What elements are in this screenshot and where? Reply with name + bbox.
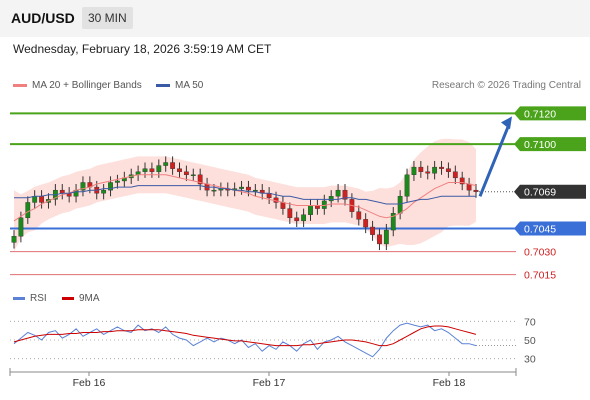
level-label: 0.7015 bbox=[524, 270, 556, 282]
candle-body bbox=[411, 166, 417, 175]
candle-body bbox=[239, 186, 244, 189]
candle-body bbox=[439, 166, 444, 169]
candle-body bbox=[363, 219, 369, 228]
candle-body bbox=[335, 189, 341, 197]
candle-body bbox=[101, 189, 107, 194]
candle-body bbox=[377, 234, 382, 245]
rsi-ma-swatch bbox=[62, 296, 74, 300]
rsi-ma-legend-label: 9MA bbox=[79, 293, 100, 304]
candle-body bbox=[459, 177, 465, 185]
candle-body bbox=[342, 189, 348, 200]
candle-body bbox=[383, 229, 389, 245]
level-label: 0.7045 bbox=[524, 224, 556, 236]
candle-body bbox=[294, 217, 300, 222]
level-label: 0.7030 bbox=[524, 247, 556, 259]
datetime-label: Wednesday, February 18, 2026 3:59:19 AM … bbox=[13, 42, 272, 56]
rsi-legend-label: RSI bbox=[30, 293, 47, 304]
rsi-tick-label: 50 bbox=[524, 335, 536, 347]
candle-body bbox=[466, 183, 472, 191]
rsi-tick-label: 30 bbox=[524, 354, 536, 366]
candle-body bbox=[108, 182, 113, 191]
candle-body bbox=[177, 168, 182, 172]
candle-body bbox=[287, 208, 293, 219]
candle-body bbox=[197, 174, 203, 185]
candle-body bbox=[156, 165, 162, 172]
candle-body bbox=[432, 166, 438, 174]
candle-body bbox=[452, 171, 458, 179]
candle-body bbox=[280, 202, 286, 209]
ma50-swatch bbox=[156, 83, 170, 87]
candle-body bbox=[246, 186, 251, 191]
level-tag bbox=[514, 184, 586, 199]
candle-body bbox=[80, 182, 86, 191]
time-tick-label: Feb 18 bbox=[433, 377, 466, 389]
ma20-line bbox=[13, 174, 477, 222]
candle-body bbox=[308, 205, 313, 215]
candle-body bbox=[11, 236, 17, 243]
rsi-tick-label: 70 bbox=[524, 316, 536, 328]
level-label: 0.7120 bbox=[524, 108, 556, 120]
candle-body bbox=[32, 196, 38, 203]
candle-body bbox=[18, 217, 24, 237]
rsi-swatch bbox=[13, 296, 25, 300]
projection-arrow bbox=[478, 123, 511, 197]
candle-body bbox=[115, 180, 120, 183]
candle-body bbox=[170, 162, 175, 169]
candle-body bbox=[39, 196, 44, 203]
bollinger-band bbox=[14, 138, 476, 252]
candle-body bbox=[397, 196, 403, 214]
candle-body bbox=[183, 171, 189, 175]
ma20-legend-label: MA 20 + Bollinger Bands bbox=[32, 80, 142, 91]
candle-body bbox=[163, 162, 169, 166]
rsi-legend: RSI bbox=[13, 293, 47, 304]
candle-body bbox=[446, 168, 451, 172]
ma50-legend: MA 50 bbox=[156, 80, 203, 91]
rsi-line bbox=[13, 322, 477, 358]
ma20-legend: MA 20 + Bollinger Bands bbox=[13, 80, 142, 91]
ma50-legend-label: MA 50 bbox=[175, 80, 204, 91]
level-tag bbox=[514, 221, 586, 236]
symbol-title: AUD/USD bbox=[11, 10, 75, 26]
projection-arrow-head bbox=[501, 116, 512, 130]
candle-body bbox=[142, 168, 148, 172]
rsi-ma-line bbox=[13, 325, 477, 347]
candle-body bbox=[390, 212, 396, 231]
level-tag bbox=[514, 137, 586, 152]
ma50-line bbox=[14, 185, 476, 205]
chart-header: AUD/USD 30 MIN bbox=[0, 0, 590, 37]
candle-body bbox=[356, 211, 362, 220]
level-label: 0.7100 bbox=[524, 139, 556, 151]
candle-body bbox=[301, 214, 307, 222]
timeframe-button[interactable]: 30 MIN bbox=[82, 7, 133, 29]
rsi-ma-legend: 9MA bbox=[62, 293, 100, 304]
candle-body bbox=[190, 174, 196, 177]
candle-body bbox=[404, 174, 410, 197]
candle-body bbox=[425, 171, 431, 174]
candle-body bbox=[252, 189, 258, 192]
candle-body bbox=[418, 166, 424, 172]
candle-body bbox=[370, 226, 375, 235]
candle-body bbox=[328, 196, 334, 202]
copyright-label: Research © 2026 Trading Central bbox=[431, 80, 581, 91]
time-tick-label: Feb 16 bbox=[73, 377, 106, 389]
level-tag bbox=[514, 106, 586, 121]
candle-body bbox=[25, 202, 31, 219]
candle-body bbox=[211, 189, 217, 192]
ma20-swatch bbox=[13, 83, 27, 87]
time-tick-label: Feb 17 bbox=[253, 377, 286, 389]
candle-body bbox=[149, 168, 155, 172]
level-label: 0.7069 bbox=[524, 187, 556, 199]
